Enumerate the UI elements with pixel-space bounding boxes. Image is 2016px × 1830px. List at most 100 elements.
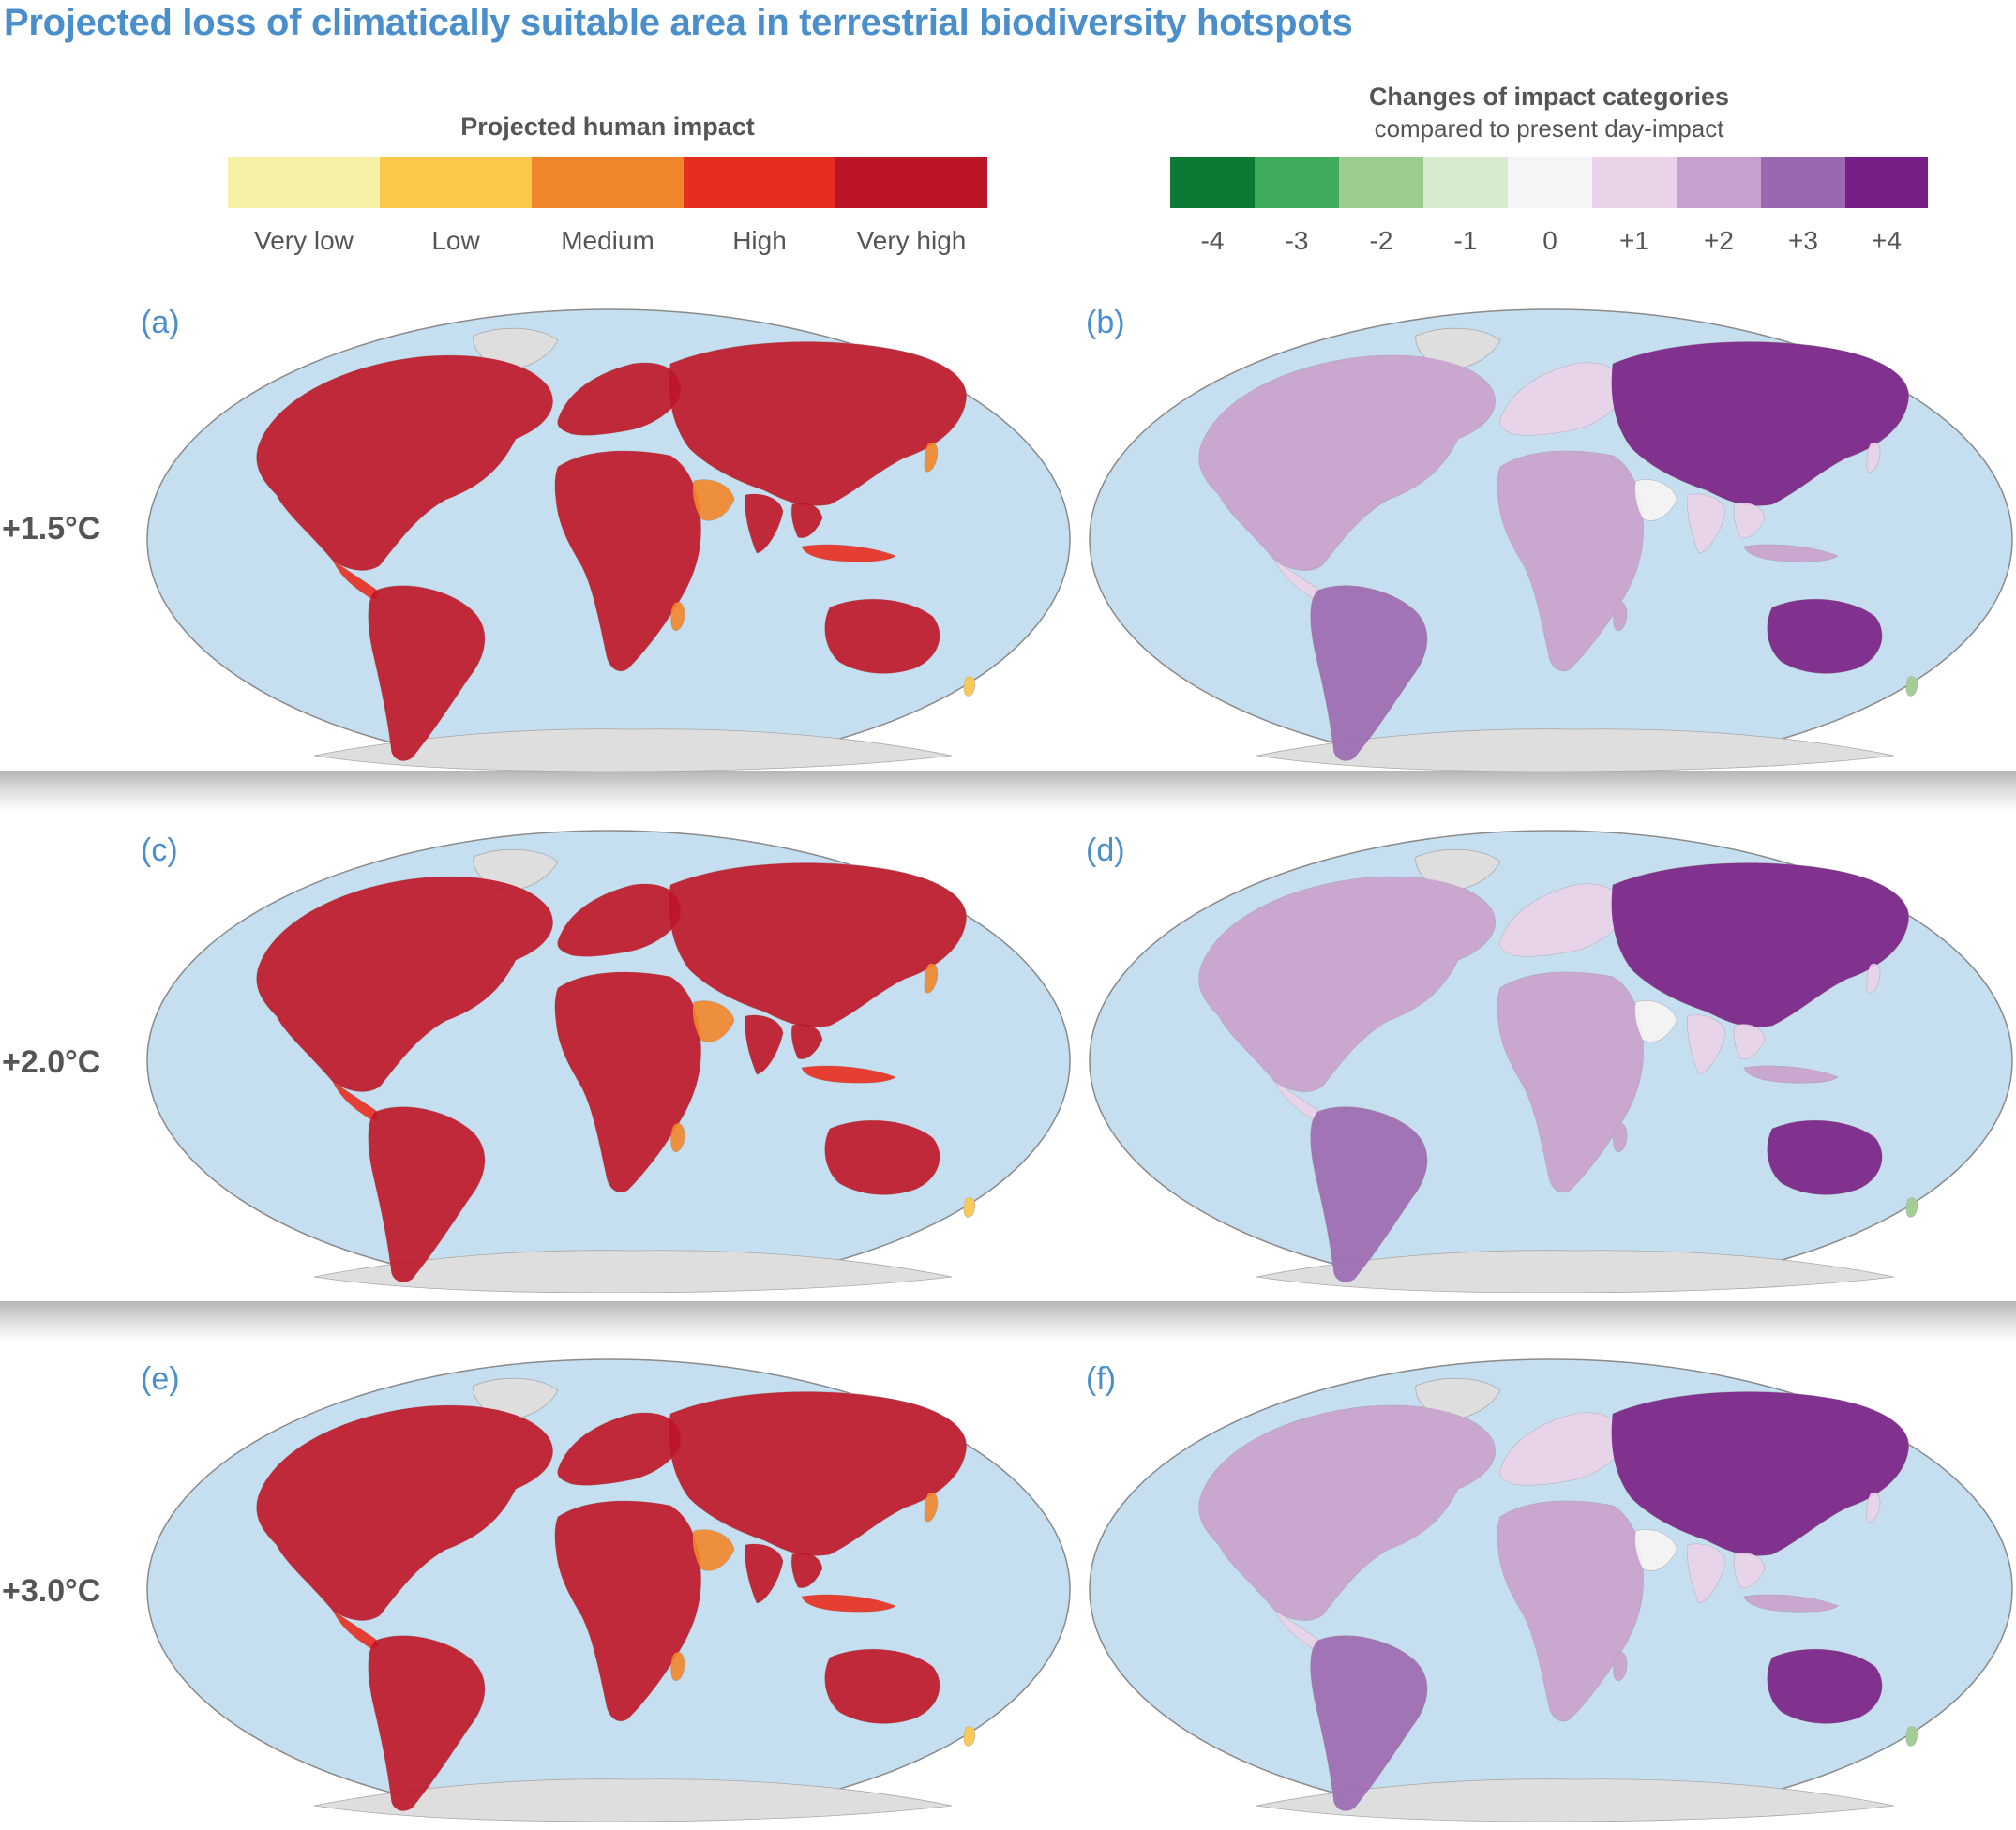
land-greenland [1415, 1377, 1501, 1420]
impact-swatch-medium [532, 157, 684, 208]
hotspot-madagascar [670, 1652, 685, 1681]
hotspot-new-zealand [1906, 1726, 1918, 1747]
hotspot-africa [554, 1501, 701, 1721]
impact-swatch-high [684, 157, 835, 208]
hotspot-africa [1497, 451, 1644, 671]
hotspot-new-zealand [964, 1726, 975, 1747]
land-antarctica [313, 728, 953, 772]
change-label-plus4: +4 [1872, 226, 1902, 255]
hotspot-europe [557, 363, 681, 436]
hotspot-australia [824, 1649, 940, 1724]
change-label-minus2: -2 [1369, 226, 1393, 255]
hotspot-south-america [368, 1635, 485, 1811]
hotspot-australia [824, 599, 940, 674]
hotspot-arabia [692, 1000, 734, 1042]
hotspot-australia [824, 1120, 940, 1195]
hotspot-europe [557, 1413, 681, 1486]
hotspot-india [745, 1544, 783, 1603]
hotspot-asia [669, 862, 967, 1028]
change-label-zero: 0 [1542, 226, 1557, 255]
land-antarctica [1256, 1250, 1895, 1293]
hotspot-central-america [1275, 561, 1320, 599]
hotspot-north-america [1198, 1405, 1496, 1621]
hotspot-india [745, 494, 783, 553]
change-swatch-plus2 [1677, 157, 1761, 208]
land-greenland [1415, 848, 1501, 892]
hotspot-japan [924, 442, 938, 472]
change-swatch-minus4 [1170, 157, 1255, 208]
hotspot-north-america [256, 355, 553, 571]
land-antarctica [313, 1778, 953, 1822]
hotspot-new-zealand [964, 1197, 975, 1218]
hotspot-australia [1767, 1649, 1883, 1724]
hotspot-arabia [1634, 1529, 1677, 1571]
hotspot-new-zealand [1906, 1197, 1918, 1218]
hotspot-europe [557, 884, 681, 957]
hotspot-south-america [1310, 585, 1427, 761]
change-swatch-minus2 [1339, 157, 1423, 208]
land-greenland [1415, 327, 1501, 370]
hotspot-south-america [368, 585, 485, 761]
hotspot-south-america [1310, 1106, 1427, 1282]
hotspot-indonesia [802, 545, 895, 562]
hotspot-europe [1499, 884, 1623, 957]
hotspot-europe [1499, 363, 1623, 436]
change-label-plus3: +3 [1788, 226, 1818, 255]
hotspot-india [1687, 1544, 1725, 1603]
change-label-minus3: -3 [1285, 226, 1309, 255]
land-greenland [473, 327, 559, 370]
hotspot-north-america [256, 1405, 553, 1621]
change-swatch-minus1 [1423, 157, 1508, 208]
hotspot-south-america [1310, 1635, 1427, 1811]
hotspot-madagascar [1613, 602, 1627, 631]
land-greenland [473, 1377, 559, 1420]
hotspot-asia [669, 1391, 967, 1556]
hotspot-southeast-asia [1734, 502, 1765, 538]
hotspot-arabia [692, 1529, 734, 1571]
hotspot-north-america [256, 877, 553, 1092]
hotspot-japan [924, 1492, 938, 1522]
hotspot-indonesia [1744, 545, 1838, 562]
change-swatch-minus3 [1255, 157, 1339, 208]
panel-label-b: (b) [1086, 305, 1125, 340]
change-label-minus4: -4 [1200, 226, 1225, 255]
hotspot-africa [1497, 972, 1644, 1192]
panel-label-f: (f) [1086, 1361, 1117, 1397]
hotspot-australia [1767, 599, 1883, 674]
impact-label-low: Low [431, 226, 480, 255]
map-panel-f [1089, 1358, 2013, 1822]
hotspot-central-america [333, 1082, 378, 1120]
hotspot-arabia [1634, 479, 1677, 521]
hotspot-africa [554, 451, 701, 671]
impact-swatch-low [380, 157, 532, 208]
hotspot-southeast-asia [791, 1024, 822, 1059]
impact-swatch-very-high [835, 157, 987, 208]
impact-label-very-low: Very low [254, 226, 354, 255]
hotspot-arabia [1634, 1000, 1677, 1042]
hotspot-africa [554, 972, 701, 1192]
hotspot-madagascar [1613, 1123, 1627, 1152]
hotspot-madagascar [670, 602, 685, 631]
hotspot-new-zealand [1906, 676, 1918, 697]
hotspot-north-america [1198, 877, 1496, 1092]
change-swatch-plus1 [1592, 157, 1677, 208]
hotspot-central-america [333, 1611, 378, 1649]
row-label-1-5c: +1.5°C [2, 511, 101, 547]
impact-label-medium: Medium [561, 226, 654, 255]
hotspot-japan [1866, 1492, 1880, 1522]
panel-label-e: (e) [141, 1361, 180, 1397]
hotspot-north-america [1198, 355, 1496, 571]
hotspot-india [1687, 1015, 1725, 1074]
change-swatch-plus3 [1761, 157, 1845, 208]
map-panel-d [1089, 830, 2013, 1293]
hotspot-india [1687, 494, 1725, 553]
impact-legend-title: Projected human impact [460, 112, 755, 141]
hotspot-new-zealand [964, 676, 975, 697]
change-label-plus2: +2 [1704, 226, 1734, 255]
hotspot-australia [1767, 1120, 1883, 1195]
hotspot-japan [924, 963, 938, 994]
hotspot-arabia [692, 479, 734, 521]
land-greenland [473, 848, 559, 892]
row-separator [0, 1301, 2016, 1342]
panel-label-a: (a) [141, 305, 180, 340]
